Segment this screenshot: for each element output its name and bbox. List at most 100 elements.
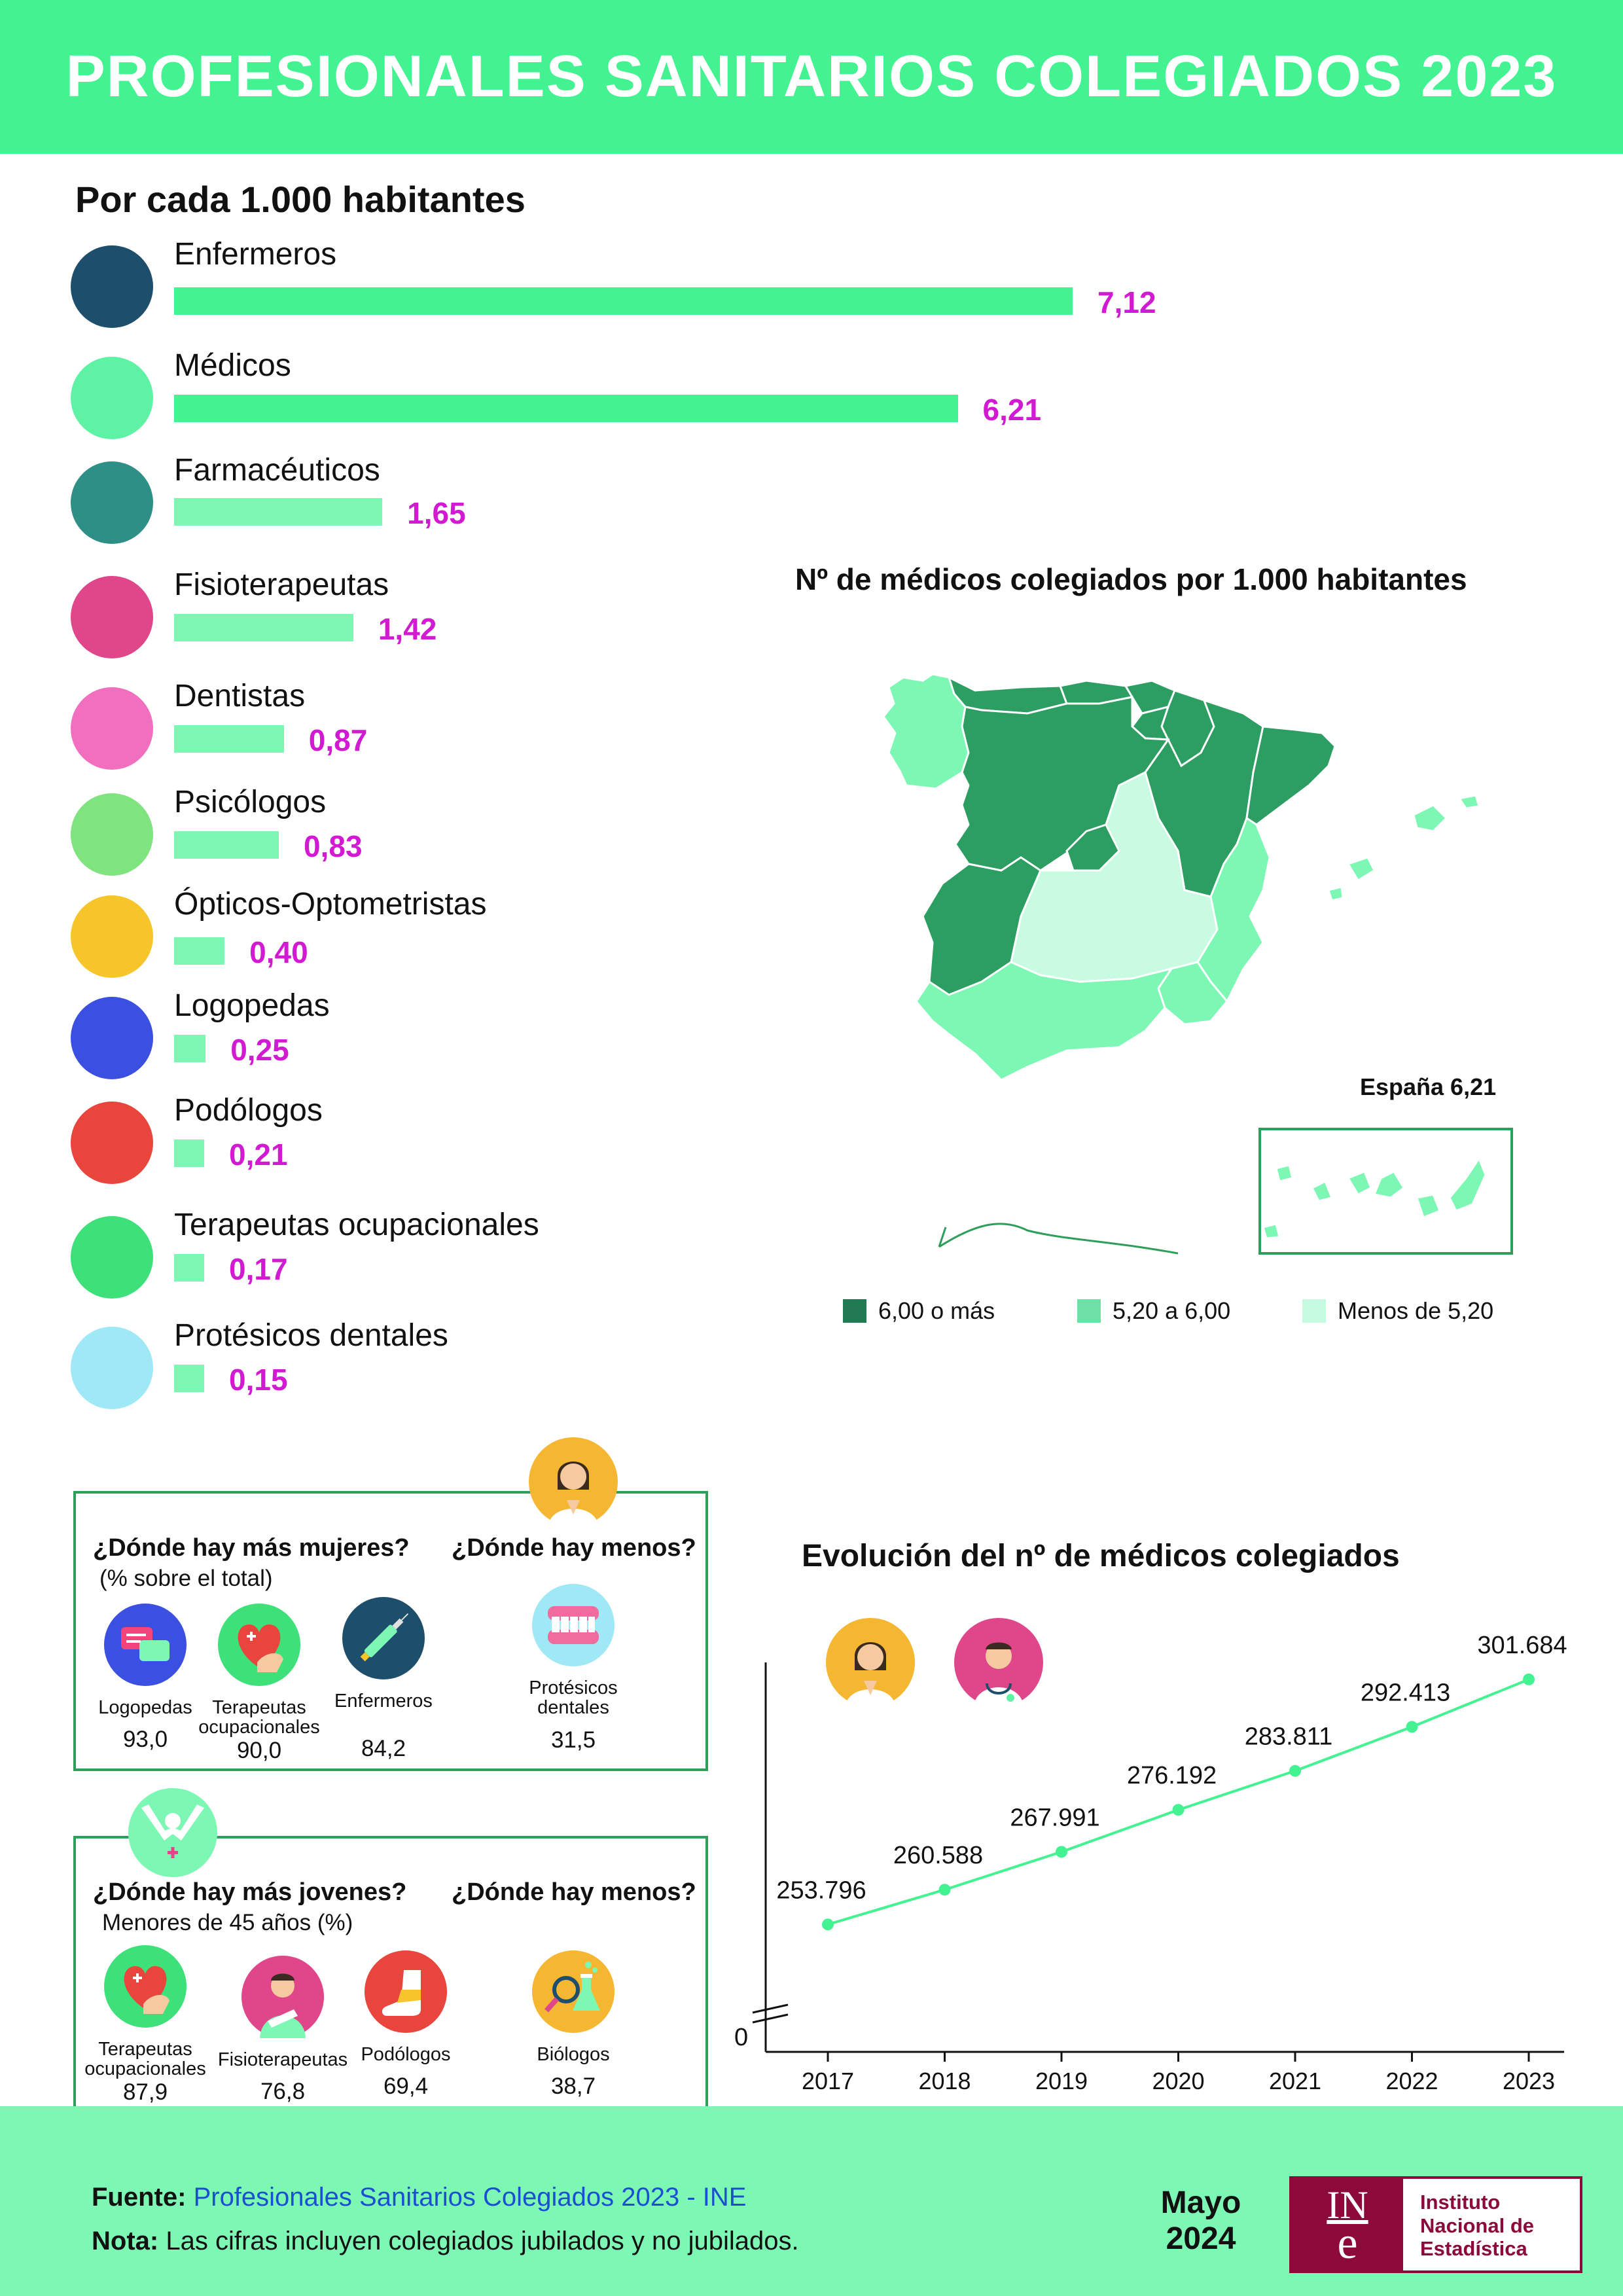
- region-andalucia: [915, 961, 1174, 1081]
- bar-value-label: 1,42: [378, 612, 437, 646]
- dentures-icon: [71, 1327, 153, 1409]
- women-less-heading: ¿Dónde hay menos?: [452, 1534, 696, 1562]
- ine-name-line1: Instituto: [1420, 2191, 1501, 2214]
- bar-value-label: 0,83: [304, 829, 363, 863]
- ine-mark-bottom: e: [1337, 2218, 1358, 2269]
- young-stat-terapeutas: Terapeutas ocupacionales 87,9: [60, 1945, 230, 2106]
- header-band: [0, 0, 1623, 154]
- stat-value: 84,2: [361, 1736, 406, 1762]
- map-legend-item-low: Menos de 5,20: [1302, 1297, 1493, 1325]
- stat-value: 38,7: [550, 2073, 596, 2100]
- publication-date: Mayo 2024: [1139, 2185, 1263, 2257]
- bar-row: Farmacéuticos 1,65: [71, 453, 1052, 547]
- bar-category-label: Dentistas: [174, 679, 306, 713]
- bar: [174, 937, 225, 965]
- spain-map: [882, 673, 1513, 1255]
- data-point: [938, 1884, 951, 1896]
- note-line: Nota: Las cifras incluyen colegiados jub…: [92, 2227, 799, 2256]
- bar-value-label: 0,87: [308, 723, 368, 757]
- bar: [174, 831, 279, 859]
- women-stat-terapeutas: Terapeutas ocupacionales 90,0: [174, 1604, 344, 1764]
- young-stat-biologos: Biólogos 38,7: [488, 1950, 658, 2100]
- bar-value-label: 0,17: [229, 1252, 288, 1286]
- bar-value-label: 0,21: [229, 1138, 288, 1172]
- young-less-heading: ¿Dónde hay menos?: [452, 1878, 696, 1906]
- data-label: 301.684: [1477, 1632, 1567, 1659]
- young-more-subheading: Menores de 45 años (%): [102, 1910, 353, 1935]
- line-chart-title: Evolución del nº de médicos colegiados: [802, 1539, 1400, 1573]
- bar: [174, 1139, 204, 1167]
- young-stat-podologos: Podólogos 69,4: [321, 1950, 491, 2100]
- region-cataluna: [1245, 725, 1336, 826]
- stat-label: Protésicos dentales: [529, 1677, 618, 1719]
- bar: [174, 614, 353, 641]
- stat-label: Enfermeros: [334, 1691, 433, 1712]
- bar-row: Fisioterapeutas 1,42: [71, 567, 1052, 661]
- bar-row: Logopedas 0,25: [71, 988, 1052, 1082]
- legend-swatch-high: [843, 1299, 866, 1323]
- dentures-icon: [532, 1584, 615, 1666]
- series-line: [827, 1678, 1529, 1926]
- source-link[interactable]: Profesionales Sanitarios Colegiados 2023…: [193, 2183, 747, 2212]
- bar-category-label: Fisioterapeutas: [174, 567, 389, 602]
- foot-icon: [365, 1950, 447, 2033]
- stat-label: Logopedas: [98, 1697, 192, 1718]
- x-tick-label: 2022: [1385, 2068, 1438, 2094]
- legend-label-high: 6,00 o más: [878, 1297, 995, 1324]
- stat-value: 93,0: [122, 1727, 168, 1753]
- note-text: Las cifras incluyen colegiados jubilados…: [166, 2227, 799, 2255]
- data-label: 267.991: [1010, 1804, 1099, 1831]
- map-legend-item-high: 6,00 o más: [843, 1297, 995, 1325]
- map-legend-item-mid: 5,20 a 6,00: [1077, 1297, 1230, 1325]
- x-tick-label: 2018: [918, 2068, 971, 2094]
- microscope-icon: [532, 1950, 615, 2033]
- ine-name-line2: Nacional de: [1420, 2214, 1534, 2237]
- bar-value-label: 1,65: [407, 496, 466, 530]
- stat-label: Terapeutas ocupacionales: [198, 1697, 320, 1738]
- x-tick-label: 2017: [802, 2068, 854, 2094]
- ine-logo-mark: IN e: [1292, 2179, 1403, 2270]
- stethoscope-icon: [71, 357, 153, 439]
- speech-bubbles-icon: [71, 997, 153, 1079]
- data-point: [1523, 1673, 1535, 1685]
- source-label: Fuente:: [92, 2183, 187, 2212]
- ine-mark-top: IN: [1327, 2183, 1368, 2227]
- bar-value-label: 6,21: [982, 393, 1042, 427]
- y-tick-label: 0: [734, 2024, 748, 2051]
- young-people-icon: [128, 1788, 217, 1877]
- x-tick-label: 2020: [1152, 2068, 1204, 2094]
- stat-label: Fisioterapeutas: [217, 2049, 348, 2070]
- data-point: [1172, 1804, 1185, 1816]
- speech-bubbles-icon: [104, 1604, 187, 1686]
- stat-value: 90,0: [236, 1737, 282, 1763]
- bar-category-label: Farmacéuticos: [174, 453, 380, 488]
- date-month: Mayo: [1160, 2185, 1241, 2220]
- bar-value-label: 0,40: [249, 935, 308, 969]
- data-label: 276.192: [1127, 1762, 1217, 1789]
- ine-logo: IN e Instituto Nacional de Estadística: [1289, 2176, 1582, 2273]
- bar-category-label: Podólogos: [174, 1093, 323, 1128]
- date-year: 2024: [1166, 2221, 1236, 2257]
- note-label: Nota:: [92, 2227, 159, 2255]
- x-tick-label: 2021: [1269, 2068, 1321, 2094]
- women-stat-enfermeros: Enfermeros 84,2: [298, 1597, 469, 1762]
- bar-category-label: Terapeutas ocupacionales: [174, 1208, 539, 1242]
- bar-category-label: Logopedas: [174, 988, 330, 1023]
- bar-row: Psicólogos 0,83: [71, 785, 1052, 878]
- bar-value-label: 0,25: [230, 1033, 289, 1067]
- legend-swatch-mid: [1077, 1299, 1101, 1323]
- bar: [174, 498, 383, 526]
- bar: [174, 1254, 204, 1282]
- bar-chart-heading: Por cada 1.000 habitantes: [75, 179, 526, 220]
- bar-value-label: 0,15: [229, 1363, 288, 1397]
- region-baleares: [1327, 794, 1480, 902]
- bar-row: Ópticos-Optometristas 0,40: [71, 887, 1052, 980]
- y-axis-break-mark: [752, 2013, 789, 2024]
- y-axis-break-mark: [752, 2003, 789, 2014]
- bar-category-label: Protésicos dentales: [174, 1318, 448, 1353]
- women-more-heading: ¿Dónde hay más mujeres?: [93, 1534, 410, 1562]
- foot-icon: [71, 1102, 153, 1184]
- spain-national-value: España 6,21: [1360, 1073, 1497, 1100]
- bar-category-label: Ópticos-Optometristas: [174, 887, 487, 922]
- bar-row: Protésicos dentales 0,15: [71, 1318, 1052, 1412]
